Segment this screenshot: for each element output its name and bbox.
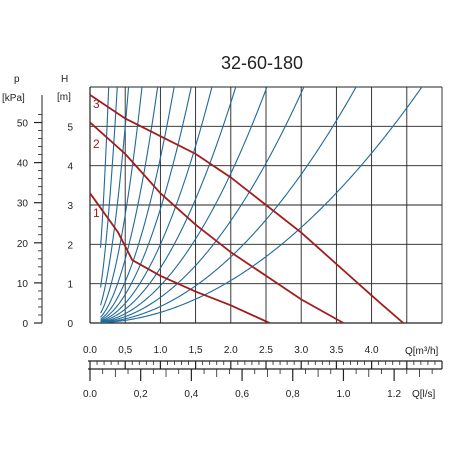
pressure-tick-label: 0: [22, 319, 28, 330]
flow-axis-m3h: 0.0 0,5 1.0 1,5 2.0 2.5 3.0 3.5 4.0: [83, 345, 443, 369]
system-curve-1: [100, 87, 110, 248]
flow-tick-label-m3h: 1,5: [189, 345, 203, 356]
pressure-tick-label: 50: [17, 119, 29, 130]
system-curve-12: [100, 87, 357, 323]
system-curve-13: [100, 87, 423, 323]
pump-curve-label-3: 3: [93, 97, 100, 111]
system-curve-11: [100, 87, 305, 323]
plot-area: 1 2 3: [89, 86, 443, 324]
flow-tick-label-ls: 0,4: [184, 389, 198, 400]
pressure-tick-label: 40: [17, 159, 29, 170]
head-axis-symbol: H: [61, 74, 68, 85]
pressure-tick-label: 20: [17, 239, 29, 250]
system-curve-7: [100, 87, 192, 321]
system-curve-3: [100, 87, 130, 306]
system-curve-2: [100, 87, 118, 288]
flow-tick-label-ls: 0,2: [134, 389, 148, 400]
pressure-axis-symbol: p: [14, 74, 20, 85]
head-tick-label: 3: [67, 201, 73, 212]
system-curve-8: [100, 87, 213, 322]
flow-tick-label-m3h: 1.0: [153, 345, 167, 356]
system-curve-9: [100, 87, 237, 323]
pump-curve-label-1: 1: [93, 206, 100, 220]
flow-tick-label-m3h: 2.5: [259, 345, 273, 356]
pressure-tick-label: 10: [17, 279, 29, 290]
system-curve-6: [100, 87, 175, 320]
flow-axis-ls: 0.0 0,2 0,4 0,6 0,8 1.0 1.2: [83, 368, 442, 400]
system-curve-10: [100, 87, 268, 323]
pressure-axis-unit: [kPa]: [2, 93, 25, 104]
flow-tick-label-m3h: 3.0: [294, 345, 308, 356]
pump-curve-1: [89, 192, 270, 324]
flow-tick-label-ls: 0,8: [286, 389, 300, 400]
flow-tick-label-m3h: 2.0: [224, 345, 238, 356]
pressure-tick-label: 30: [17, 199, 29, 210]
pump-curve-3: [89, 94, 404, 324]
head-tick-label: 5: [67, 122, 73, 133]
flow-tick-label-m3h: 0.0: [83, 345, 97, 356]
head-tick-label: 0: [67, 319, 73, 330]
flow-tick-label-m3h: 4.0: [365, 345, 379, 356]
head-axis: H [m] 0 1 2 3 4 5: [57, 74, 73, 330]
pump-curve-2: [89, 121, 344, 324]
flow-tick-label-ls: 1.0: [336, 389, 350, 400]
flow-tick-label-ls: 0.0: [83, 389, 97, 400]
x-secondary-unit: Q[l/s]: [412, 389, 436, 400]
pump-curve-label-2: 2: [93, 137, 100, 151]
flow-tick-label-m3h: 3.5: [329, 345, 343, 356]
pressure-axis: p [kPa] 0 10 20 30 40 50: [2, 74, 43, 330]
x-primary-unit: Q[m³/h]: [405, 346, 439, 357]
flow-tick-label-ls: 1.2: [387, 389, 401, 400]
head-tick-label: 4: [67, 162, 73, 173]
flow-tick-label-ls: 0,6: [235, 389, 249, 400]
flow-tick-label-m3h: 0,5: [118, 345, 132, 356]
head-tick-label: 2: [67, 240, 73, 251]
head-tick-label: 1: [67, 280, 73, 291]
system-curve-4: [100, 87, 143, 314]
head-axis-unit: [m]: [57, 92, 71, 103]
chart-title: 32-60-180: [221, 53, 303, 73]
